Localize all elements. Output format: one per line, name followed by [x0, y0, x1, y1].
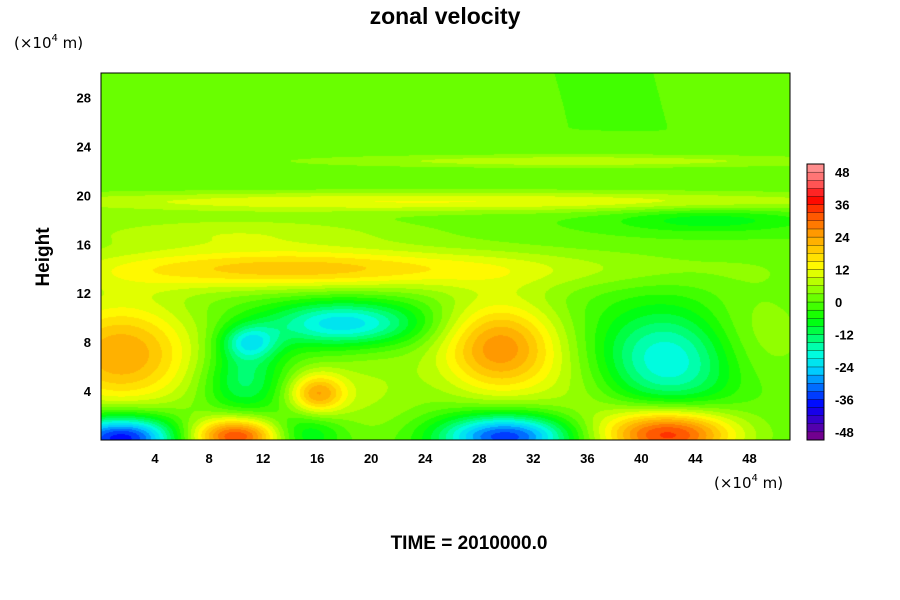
colorbar-swatch: [806, 228, 825, 238]
y-tick-label: 8: [84, 335, 91, 350]
contour-field: [101, 73, 790, 440]
colorbar-swatch: [806, 196, 825, 205]
colorbar-swatch: [806, 163, 825, 173]
colorbar-frame: [806, 163, 825, 441]
colorbar-swatch: [806, 399, 825, 408]
colorbar-swatch: [806, 358, 825, 368]
y-tick-label: 28: [77, 91, 91, 106]
x-axis: 4 8 12 16 20 24 28 32 36 40 44 48: [151, 451, 756, 466]
x-unit-base: (×10: [714, 474, 752, 492]
colorbar-swatch: [806, 236, 825, 246]
colorbar: [806, 163, 825, 441]
x-tick-label: 28: [472, 451, 486, 466]
x-tick-label: 44: [688, 451, 703, 466]
colorbar-swatch: [806, 220, 825, 230]
colorbar-swatch: [806, 171, 825, 181]
y-tick-label: 4: [84, 384, 92, 399]
colorbar-swatch: [806, 245, 825, 254]
colorbar-swatch: [806, 253, 825, 262]
colorbar-swatch: [806, 391, 825, 400]
colorbar-swatch: [806, 334, 825, 343]
colorbar-swatch: [806, 180, 825, 189]
colorbar-tick-label: -36: [835, 392, 854, 407]
colorbar-tick-label: -24: [835, 360, 855, 375]
y-unit-base: (×10: [14, 34, 52, 52]
y-tick-label: 16: [77, 237, 91, 252]
y-unit-exponent: 4: [52, 33, 58, 44]
colorbar-swatch: [806, 285, 825, 295]
y-axis-label: Height: [33, 227, 54, 287]
colorbar-swatch: [806, 415, 825, 424]
colorbar-tick-label: -12: [835, 328, 854, 343]
colorbar-swatch: [806, 277, 825, 286]
colorbar-swatch: [806, 407, 825, 416]
colorbar-swatch: [806, 188, 825, 197]
colorbar-swatch: [806, 212, 825, 221]
time-label: TIME = 2010000.0: [391, 533, 548, 554]
x-tick-label: 16: [310, 451, 324, 466]
colorbar-swatch: [806, 350, 825, 359]
colorbar-swatch: [806, 326, 825, 335]
colorbar-swatch: [806, 318, 825, 327]
y-axis: 4 8 12 16 20 24 28: [77, 91, 92, 400]
colorbar-swatch: [806, 293, 825, 303]
colorbar-swatch: [806, 374, 825, 384]
x-tick-label: 20: [364, 451, 378, 466]
colorbar-swatch: [806, 261, 825, 270]
colorbar-tick-label: 0: [835, 295, 842, 310]
x-unit-end: m): [758, 474, 783, 492]
colorbar-tick-label: 12: [835, 263, 849, 278]
colorbar-ticks: 48 36 24 12 0 -12 -24 -36 -48: [835, 165, 855, 440]
colorbar-swatch: [806, 204, 825, 213]
y-unit-label: (×104 m): [14, 33, 83, 52]
x-tick-label: 12: [256, 451, 270, 466]
colorbar-swatch: [806, 269, 825, 278]
colorbar-tick-label: 48: [835, 165, 849, 180]
x-tick-label: 48: [742, 451, 756, 466]
chart-title: zonal velocity: [370, 3, 521, 29]
y-unit-end: m): [58, 34, 83, 52]
colorbar-swatch: [806, 309, 825, 319]
colorbar-tick-label: 24: [835, 230, 850, 245]
x-tick-label: 36: [580, 451, 594, 466]
colorbar-swatch: [806, 431, 825, 441]
y-tick-label: 24: [77, 139, 92, 154]
colorbar-swatch: [806, 366, 825, 376]
colorbar-tick-label: -48: [835, 425, 854, 440]
x-tick-label: 8: [205, 451, 212, 466]
x-tick-label: 40: [634, 451, 648, 466]
y-tick-label: 12: [77, 286, 91, 301]
colorbar-tick-label: 36: [835, 198, 849, 213]
plot-area: [101, 73, 790, 440]
colorbar-swatch: [806, 342, 825, 351]
colorbar-swatch: [806, 301, 825, 311]
x-unit-label: (×104 m): [714, 473, 783, 492]
colorbar-swatch: [806, 423, 825, 433]
y-tick-label: 20: [77, 188, 91, 203]
x-tick-label: 4: [151, 451, 159, 466]
plot-frame: [100, 72, 791, 441]
x-tick-label: 32: [526, 451, 540, 466]
x-tick-label: 24: [418, 451, 433, 466]
x-unit-exponent: 4: [752, 473, 758, 484]
colorbar-swatch: [806, 383, 825, 392]
